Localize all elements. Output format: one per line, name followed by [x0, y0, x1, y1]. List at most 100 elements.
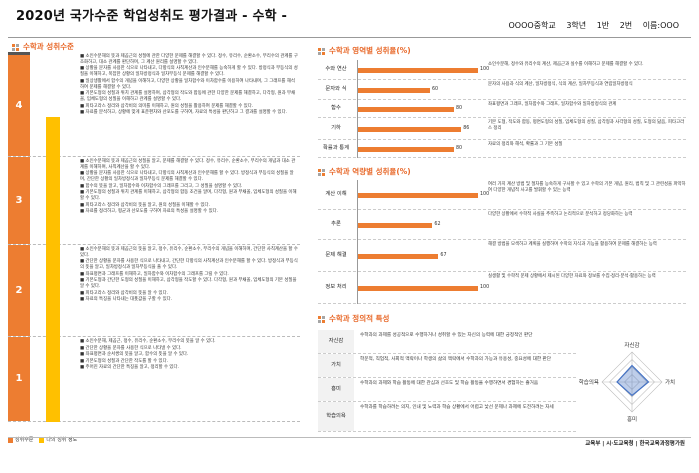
level-row-4: 4 ■ 소인수분해의 뜻과 제곱근의 성질에 관한 다양한 문제를 해결할 수 … — [8, 52, 300, 157]
legend-item: 나의 성취 정도 — [39, 437, 77, 444]
level-item: ■ 자료를 분석하고, 상황에 맞게 표준편차와 산포도를 구하여, 자료의 특… — [80, 110, 288, 116]
affective-label: 가치 — [318, 354, 354, 377]
level-badge: 1 — [8, 337, 30, 421]
bar-row: 문제 해결 67 해결 방법을 모색하고 계획을 실행하며 수학의 지식과 기능을 … — [318, 240, 686, 272]
bar-row: 함수 80 좌표평면과 그래프, 일차함수와 그래프, 일차함수와 일차방정식의 관… — [318, 100, 686, 118]
footer-credits: 교육부 | 시·도교육청 | 한국교육과정평가원 — [585, 441, 685, 447]
bar-row: 문자와 식 60 문자의 사용과 식의 계산, 일차방정식, 식의 계산, 일차부등… — [318, 80, 686, 100]
radar-data-polygon — [616, 364, 650, 397]
bar-row-description: 실생활 및 수학적 문제 상황에서 제시된 다양한 자료와 정보를 수집·정리·… — [488, 274, 656, 279]
bar-row-description: 문자의 사용과 식의 계산, 일차방정식, 식의 계산, 일차부등식과 연립일차… — [488, 82, 633, 87]
legend-label: 나의 성취 정도 — [46, 437, 78, 443]
legend-swatch — [39, 437, 45, 443]
level-item: ■ 소인수분해의 뜻과 제곱근의 뜻을 알고, 정수, 유리수, 순환소수, 무… — [80, 247, 298, 258]
domain-title-text: 수학과 영역별 성취율(%) — [329, 46, 411, 55]
radar-axis-label: 학습의욕 — [579, 378, 599, 386]
level-item: ■ 피타고라스 정리와 삼각비의 뜻을 알고, 원의 성질을 이해할 수 있다. — [80, 202, 210, 208]
header-divider — [8, 37, 691, 38]
student-name: 이름:OOO — [642, 21, 679, 30]
level-item: ■ 자료를 정리하고, 평균과 산포도를 구하여 자료의 특성을 설명할 수 있… — [80, 209, 219, 215]
affective-section-title: 수학과 정의적 특성 — [318, 314, 389, 324]
bar-mark — [358, 126, 462, 132]
level-description: ■ 소인수분해, 제곱근, 정수, 유리수, 순환소수, 무리수의 뜻을 알 수… — [80, 339, 298, 372]
affective-row-confidence: 자신감 수학과의 과제를 성공적으로 수행하거나 성취할 수 있는 자신의 능력… — [318, 330, 576, 354]
bar-value-label: 100 — [480, 191, 490, 197]
school-name: OOOO중학교 — [508, 21, 556, 30]
radar-axis-label: 흥미 — [627, 415, 637, 423]
bar-row-description: 해결 방법을 모색하고 계획을 실행하며 수학의 지식과 기능을 활용하여 문제… — [488, 242, 657, 247]
bar-mark — [358, 87, 430, 93]
bar-row: 확률과 통계 80 자료의 정리와 해석, 확률과 그 기본 성질 — [318, 140, 686, 158]
bar-axis-line — [357, 60, 358, 158]
level-description: ■ 소인수분해의 뜻과 제곱근의 뜻을 알고, 정수, 유리수, 순환소수, 무… — [80, 247, 298, 304]
bar-row: 정보 처리 100 실생활 및 수학적 문제 상황에서 제시된 다양한 자료와 정보… — [318, 272, 686, 304]
affective-label: 흥미 — [318, 378, 354, 401]
affective-description: 학문적, 직업적, 사회적 맥락이나 학생의 삶의 맥락에서 수학과의 가능과 … — [360, 357, 551, 362]
report-header: 2020년 국가수준 학업성취도 평가결과 - 수학 - OOOO중학교 3학년… — [0, 0, 699, 38]
achievement-section-title: 수학과 성취수준 — [12, 42, 74, 52]
competency-title-text: 수학과 역량별 성취율(%) — [329, 167, 411, 176]
bar-row-label: 확률과 통계 — [322, 144, 350, 151]
bar-mark — [358, 106, 454, 112]
bar-mark — [358, 146, 454, 152]
bar-value-label: 100 — [480, 66, 490, 72]
legend-label: 성취수준 — [15, 437, 34, 443]
level-description: ■ 소인수분해의 뜻과 제곱근의 성질에 관한 다양한 문제를 해결할 수 있다… — [80, 54, 298, 117]
radar-axis-label: 가치 — [665, 378, 675, 386]
bullet-icon — [318, 168, 325, 176]
level-row-2: 2 ■ 소인수분해의 뜻과 제곱근의 뜻을 알고, 정수, 유리수, 순환소수,… — [8, 245, 300, 337]
bar-row-description: 여러 가지 계산 방법 및 절차를 능숙하게 구사할 수 있고 수학의 기본 개… — [488, 182, 686, 193]
level-item: ■ 상황을 문자를 사용한 식으로 나타내고, 다항식의 사칙계산과 인수분해를… — [80, 171, 294, 183]
level-item: ■ 간단한 상황을 문자를 사용한 식으로 나타낼 수 있다. — [80, 345, 182, 351]
achievement-title-text: 수학과 성취수준 — [23, 42, 74, 51]
level-item: ■ 기본도형의 성질과 위치 관계를 이해하고, 삼각형의 합동 조건을 알며,… — [80, 190, 297, 202]
level-badge: 4 — [8, 52, 30, 156]
bar-value-label: 86 — [463, 125, 470, 131]
bar-row-description: 기본 도형, 작도와 합동, 평면도형의 성질, 입체도형의 성질, 삼각형과 … — [488, 120, 685, 131]
level-item: ■ 기본도형의 성질과 간단한 작도를 할 수 있다. — [80, 358, 169, 364]
bar-row: 계산 이해 100 여러 가지 계산 방법 및 절차를 능숙하게 구사할 수 있고 … — [318, 180, 686, 210]
student-info: OOOO중학교 3학년 1반 2번 이름:OOO — [501, 21, 680, 32]
affective-radar-chart: 자신감 가치 흥미 학습의욕 — [576, 328, 688, 436]
bar-mark — [358, 192, 478, 198]
affective-description: 수학과의 과제를 성공적으로 수행하거나 성취할 수 있는 자신의 능력에 대한… — [360, 333, 533, 338]
student-number: 2번 — [619, 21, 633, 30]
bar-mark — [358, 67, 478, 73]
bar-row-label: 함수 — [331, 104, 341, 111]
level-item: ■ 좌표평면과 그래프를 이해하고, 일차함수와 이차함수의 그래프를 그릴 수… — [80, 271, 229, 277]
competency-table: 계산 이해 100 여러 가지 계산 방법 및 절차를 능숙하게 구사할 수 있고 … — [318, 180, 686, 304]
level-item: ■ 소인수분해의 뜻과 제곱근의 성질을 알고, 문제를 해결할 수 있다. 정… — [80, 159, 296, 170]
level-item: ■ 기본도형의 성질과 위치 관계를 설명하며, 삼각형의 작도와 합동에 관한… — [80, 91, 296, 103]
bullet-icon — [318, 315, 325, 323]
affective-label: 자신감 — [318, 330, 354, 353]
bar-value-label: 60 — [432, 86, 439, 92]
level-item: ■ 피타고라스 정리와 삼각비의 의미를 이해하고, 원의 성질을 활용하여 문… — [80, 103, 254, 109]
level-badge: 3 — [8, 157, 30, 244]
affective-row-motivation: 학습의욕 수학과를 학습하려는 의지, 인내 및 노력과 학습 상황에서 어렵고… — [318, 402, 576, 432]
level-item: ■ 자료의 특징을 나타내는 대푯값을 구할 수 있다. — [80, 297, 173, 303]
bar-row-label: 문자와 식 — [325, 85, 347, 92]
bar-row-label: 수와 연산 — [325, 65, 347, 72]
legend-swatch — [8, 437, 13, 443]
class: 1반 — [596, 21, 610, 30]
bar-mark — [358, 285, 478, 291]
level-item: ■ 좌표평면과 순서쌍의 뜻을 알고, 함수의 뜻을 알 수 있다. — [80, 352, 189, 358]
affective-row-value: 가치 학문적, 직업적, 사회적 맥락이나 학생의 삶의 맥락에서 수학과의 가… — [318, 354, 576, 378]
affective-description: 수학과를 학습하려는 의지, 인내 및 노력과 학습 상황에서 어렵고 낯선 문… — [360, 405, 554, 410]
bar-value-label: 80 — [456, 105, 463, 111]
bar-row-label: 정보 처리 — [325, 283, 347, 290]
level-row-1: 1 ■ 소인수분해, 제곱근, 정수, 유리수, 순환소수, 무리수의 뜻을 알… — [8, 337, 300, 422]
bar-row: 추론 62 다양한 상황에서 수학적 사실을 추측하고 논리적으로 분석하고 정당화… — [318, 210, 686, 240]
level-row-3: 3 ■ 소인수분해의 뜻과 제곱근의 성질을 알고, 문제를 해결할 수 있다.… — [8, 157, 300, 245]
level-item: ■ 기본도형과 간단한 도형의 성질을 이해하고, 삼각형을 작도할 수 있다.… — [80, 278, 297, 290]
bar-row-description: 다양한 상황에서 수학적 사실을 추측하고 논리적으로 분석하고 정당화하는 능… — [488, 212, 633, 217]
bar-axis-line — [357, 180, 358, 304]
domain-table: 수와 연산 100 소인수분해, 정수와 유리수의 계산, 제곱근과 실수를 이해하… — [318, 60, 686, 158]
level-item: ■ 함수의 뜻을 알고, 일차함수와 이차함수의 그래프를 그리고, 그 성질을… — [80, 183, 243, 189]
bar-value-label: 67 — [440, 252, 447, 258]
level-item: ■ 피타고라스 정리와 삼각비의 뜻을 알 수 있다. — [80, 290, 169, 296]
bar-row: 수와 연산 100 소인수분해, 정수와 유리수의 계산, 제곱근과 실수를 이해하… — [318, 60, 686, 80]
bar-row-label: 계산 이해 — [325, 190, 347, 197]
report-title: 2020년 국가수준 학업성취도 평가결과 - 수학 - — [16, 9, 288, 24]
achievement-levels: 4 ■ 소인수분해의 뜻과 제곱근의 성질에 관한 다양한 문제를 해결할 수 … — [8, 52, 300, 422]
